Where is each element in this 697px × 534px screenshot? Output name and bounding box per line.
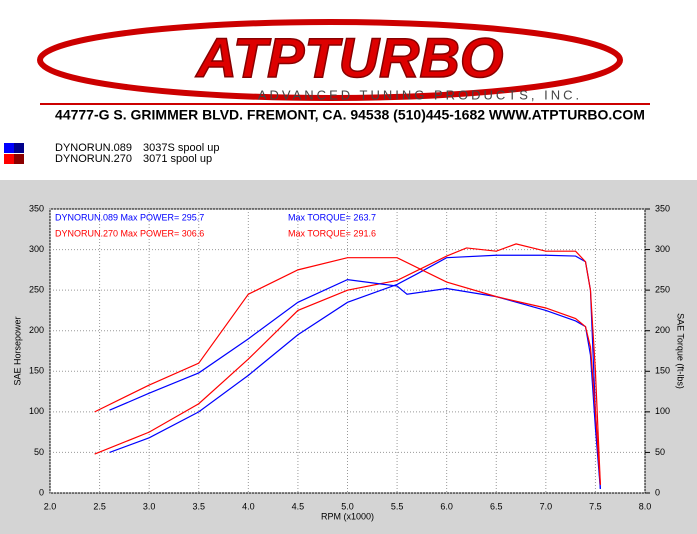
x-tick-label: 5.0 <box>341 501 354 511</box>
legend-name: DYNORUN.270 <box>55 153 132 165</box>
y-tick-label: 100 <box>29 406 44 416</box>
legend-description: 3071 spool up <box>143 153 212 165</box>
y-tick-label: 150 <box>29 366 44 376</box>
y2-tick-label: 350 <box>655 203 670 213</box>
legend-name: DYNORUN.089 <box>55 142 132 154</box>
x-tick-label: 3.0 <box>143 501 156 511</box>
series-line <box>109 278 601 489</box>
legend-swatch <box>4 154 14 164</box>
y2-tick-label: 150 <box>655 366 670 376</box>
x-axis-label: RPM (x1000) <box>321 511 374 521</box>
y-tick-label: 250 <box>29 285 44 295</box>
legend-swatch <box>14 143 24 153</box>
y2-axis-label: SAE Torque (ft-lbs) <box>676 313 686 389</box>
x-tick-label: 4.5 <box>292 501 305 511</box>
x-tick-label: 7.0 <box>540 501 553 511</box>
y2-tick-label: 250 <box>655 285 670 295</box>
x-tick-label: 2.0 <box>44 501 57 511</box>
logo-swoosh <box>37 19 623 101</box>
y-tick-label: 300 <box>29 244 44 254</box>
x-tick-label: 3.5 <box>192 501 205 511</box>
annotation: Max TORQUE= 291.6 <box>288 228 376 238</box>
y2-tick-label: 0 <box>655 487 660 497</box>
y-tick-label: 200 <box>29 325 44 335</box>
tagline: ADVANCED TUNING PRODUCTS, INC. <box>258 87 582 102</box>
x-tick-label: 6.0 <box>440 501 453 511</box>
annotation: DYNORUN.270 Max POWER= 306.6 <box>55 228 204 238</box>
y2-tick-label: 100 <box>655 406 670 416</box>
x-tick-label: 6.5 <box>490 501 503 511</box>
address: 44777-G S. GRIMMER BLVD. FREMONT, CA. 94… <box>55 107 645 123</box>
legend-swatch <box>4 143 14 153</box>
series-line <box>94 243 601 485</box>
series-line <box>94 257 601 485</box>
x-tick-label: 5.5 <box>391 501 404 511</box>
y2-tick-label: 200 <box>655 325 670 335</box>
legend-description: 3037S spool up <box>143 142 219 154</box>
annotation: DYNORUN.089 Max POWER= 295.7 <box>55 212 204 222</box>
y-axis-label: SAE Horsepower <box>12 316 22 385</box>
x-tick-label: 2.5 <box>93 501 106 511</box>
legend-swatch <box>14 154 24 164</box>
y-tick-label: 50 <box>34 447 44 457</box>
y2-tick-label: 50 <box>655 447 665 457</box>
y-tick-label: 350 <box>29 203 44 213</box>
y-tick-label: 0 <box>39 487 44 497</box>
y2-tick-label: 300 <box>655 244 670 254</box>
x-tick-label: 8.0 <box>639 501 652 511</box>
x-tick-label: 7.5 <box>589 501 602 511</box>
x-tick-label: 4.0 <box>242 501 255 511</box>
logo: ATPTURBO <box>195 26 504 89</box>
annotation: Max TORQUE= 263.7 <box>288 212 376 222</box>
